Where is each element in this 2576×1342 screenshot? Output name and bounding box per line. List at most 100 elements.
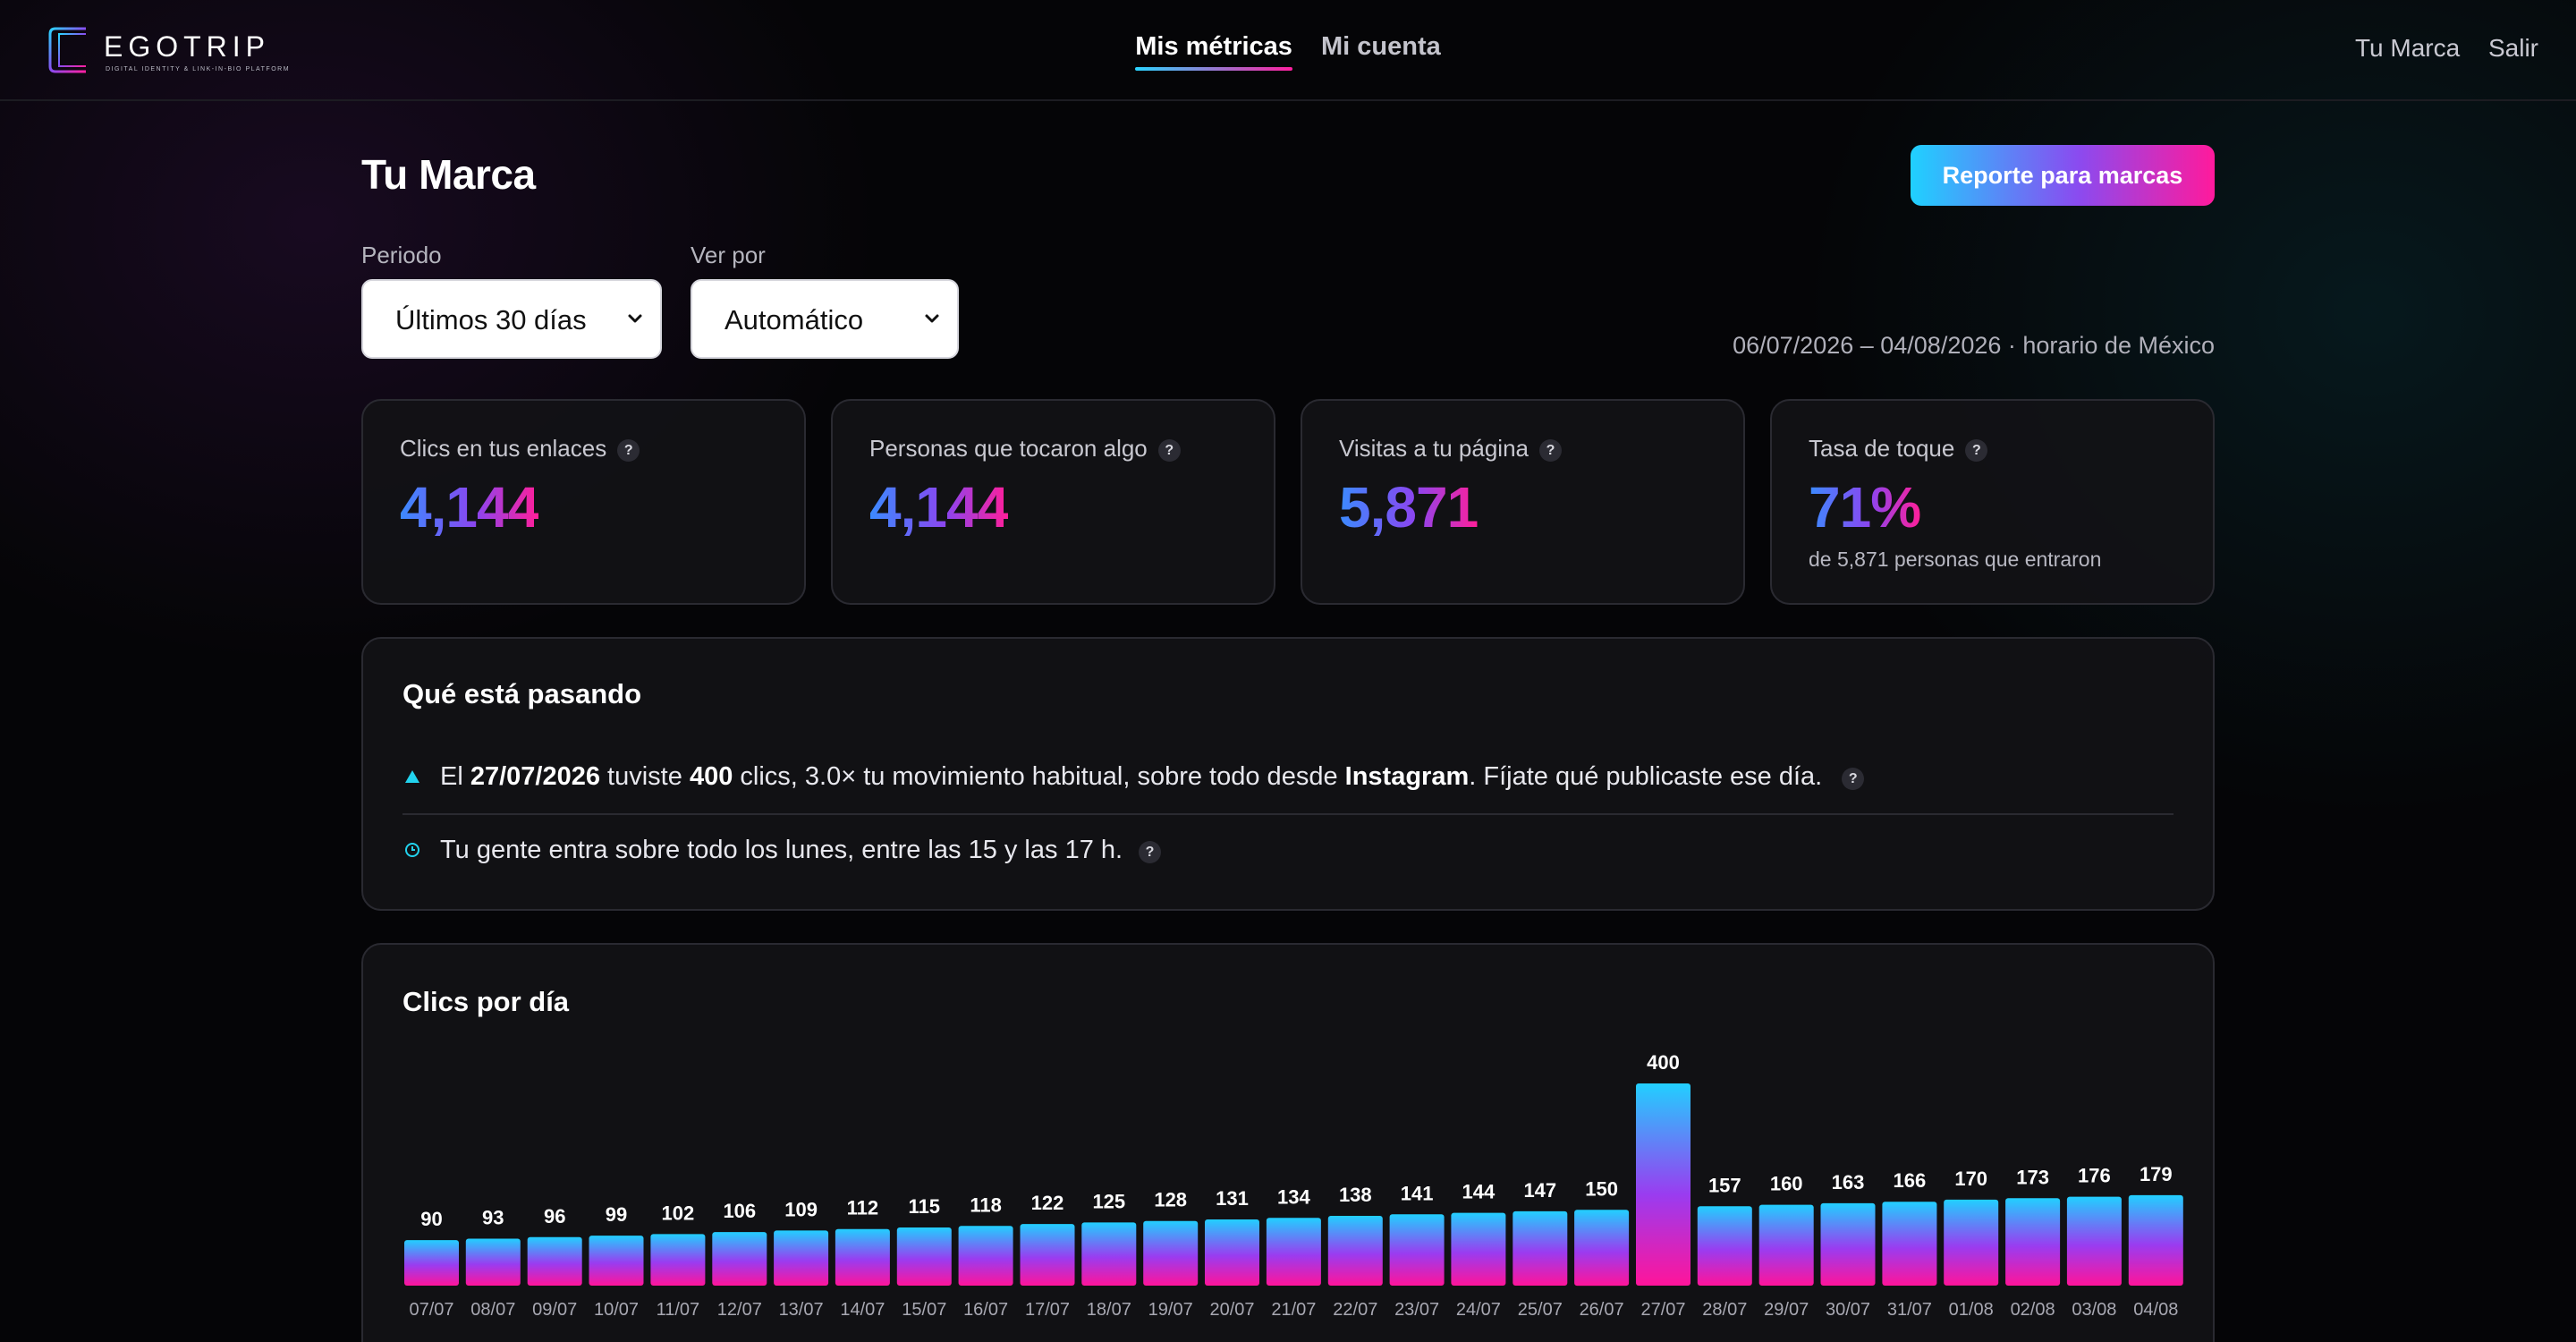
bar-value-label: 400 xyxy=(1647,1051,1680,1074)
divider xyxy=(402,813,2174,815)
logout-link[interactable]: Salir xyxy=(2487,34,2538,62)
bar-15/07[interactable] xyxy=(896,1227,952,1286)
bar-26/07[interactable] xyxy=(1574,1210,1630,1287)
bar-value-label: 150 xyxy=(1585,1177,1618,1200)
x-tick-label: 09/07 xyxy=(532,1300,577,1320)
kpi-label: Tasa de toque xyxy=(1809,435,1955,462)
bar-value-label: 160 xyxy=(1770,1173,1803,1195)
kpi-card-page-visits: Visitas a tu página? 5,871 xyxy=(1301,399,1745,605)
bar-value-label: 115 xyxy=(909,1195,941,1218)
view-select-value: Automático xyxy=(724,304,864,336)
date-range-text: 06/07/2026 – 04/08/2026 · horario de Méx… xyxy=(1733,332,2215,359)
bar-value-label: 99 xyxy=(606,1203,627,1226)
bar-14/07[interactable] xyxy=(835,1228,890,1286)
bar-24/07[interactable] xyxy=(1451,1212,1506,1286)
bar-22/07[interactable] xyxy=(1327,1216,1383,1286)
bar-value-label: 166 xyxy=(1894,1169,1927,1192)
x-tick-label: 07/07 xyxy=(409,1300,453,1320)
nav-tab-account[interactable]: Mi cuenta xyxy=(1321,32,1441,61)
bar-04/08[interactable] xyxy=(2128,1194,2183,1286)
bar-value-label: 138 xyxy=(1339,1184,1372,1206)
nav-tab-metrics[interactable]: Mis métricas xyxy=(1135,32,1292,71)
bar-07/07[interactable] xyxy=(404,1240,459,1286)
bar-20/07[interactable] xyxy=(1205,1219,1259,1286)
kpi-label: Clics en tus enlaces xyxy=(400,435,607,462)
bar-value-label: 141 xyxy=(1401,1182,1434,1204)
top-navbar: EGOTRIP DIGITAL IDENTITY & LINK-IN-BIO P… xyxy=(0,0,2576,101)
x-tick-label: 12/07 xyxy=(717,1300,762,1320)
period-select-value: Últimos 30 días xyxy=(395,304,587,336)
bar-17/07[interactable] xyxy=(1020,1224,1075,1286)
insights-title: Qué está pasando xyxy=(402,678,642,709)
bar-18/07[interactable] xyxy=(1081,1222,1137,1286)
bar-value-label: 170 xyxy=(1954,1168,1987,1190)
x-tick-label: 15/07 xyxy=(902,1300,946,1320)
bar-value-label: 106 xyxy=(723,1200,756,1222)
nav-brand-link[interactable]: Tu Marca xyxy=(2354,34,2461,62)
bar-30/07[interactable] xyxy=(1820,1202,1876,1286)
bar-01/08[interactable] xyxy=(1944,1199,1999,1286)
insight-spike: El 27/07/2026 tuviste 400 clics, 3.0× tu… xyxy=(402,762,2174,792)
kpi-label: Personas que tocaron algo xyxy=(869,435,1148,462)
bar-23/07[interactable] xyxy=(1389,1214,1445,1286)
bar-13/07[interactable] xyxy=(774,1230,829,1286)
bar-value-label: 131 xyxy=(1216,1187,1249,1210)
bar-29/07[interactable] xyxy=(1758,1204,1814,1286)
bar-27/07[interactable] xyxy=(1636,1083,1690,1286)
x-tick-label: 19/07 xyxy=(1148,1300,1193,1320)
kpi-card-tap-rate: Tasa de toque? 71% de 5,871 personas que… xyxy=(1770,399,2215,605)
bar-value-label: 147 xyxy=(1523,1179,1556,1202)
view-select[interactable]: Automático xyxy=(691,279,959,359)
bar-08/07[interactable] xyxy=(465,1238,521,1287)
kpi-value: 4,144 xyxy=(869,475,1009,539)
x-tick-label: 21/07 xyxy=(1271,1300,1316,1320)
bar-02/08[interactable] xyxy=(2005,1198,2061,1286)
main-nav: Mis métricas Mi cuenta xyxy=(0,32,2576,77)
bar-25/07[interactable] xyxy=(1513,1210,1568,1286)
help-icon[interactable]: ? xyxy=(1539,439,1562,462)
bar-12/07[interactable] xyxy=(712,1232,767,1286)
bar-09/07[interactable] xyxy=(527,1236,582,1286)
help-icon[interactable]: ? xyxy=(1157,439,1181,462)
x-tick-label: 03/08 xyxy=(2072,1300,2116,1320)
x-tick-label: 01/08 xyxy=(1949,1300,1994,1320)
period-select[interactable]: Últimos 30 días xyxy=(361,279,662,359)
bar-21/07[interactable] xyxy=(1266,1218,1321,1286)
bar-03/08[interactable] xyxy=(2066,1196,2122,1286)
help-icon[interactable]: ? xyxy=(1139,841,1162,863)
x-tick-label: 23/07 xyxy=(1394,1300,1439,1320)
x-tick-label: 22/07 xyxy=(1333,1300,1377,1320)
kpi-value: 5,871 xyxy=(1339,475,1479,539)
x-tick-label: 13/07 xyxy=(779,1300,824,1320)
x-tick-label: 16/07 xyxy=(963,1300,1008,1320)
bar-value-label: 122 xyxy=(1031,1192,1064,1214)
bar-value-label: 93 xyxy=(482,1207,504,1229)
clicks-bar-chart: 90 07/07 93 08/07 96 09/07 99 10/07 102 11/07 106 1… xyxy=(404,1051,2183,1320)
x-tick-label: 28/07 xyxy=(1702,1300,1747,1320)
x-tick-label: 25/07 xyxy=(1518,1300,1563,1320)
bar-value-label: 176 xyxy=(2078,1165,2111,1187)
help-icon[interactable]: ? xyxy=(617,439,640,462)
help-icon[interactable]: ? xyxy=(1965,439,1988,462)
period-label: Periodo xyxy=(361,242,442,268)
x-tick-label: 20/07 xyxy=(1209,1300,1254,1320)
x-tick-label: 14/07 xyxy=(840,1300,885,1320)
bar-11/07[interactable] xyxy=(650,1234,706,1286)
spike-date: 27/07/2026 xyxy=(470,762,600,791)
chart-title: Clics por día xyxy=(402,986,570,1017)
bar-28/07[interactable] xyxy=(1697,1206,1752,1286)
brand-report-button[interactable]: Reporte para marcas xyxy=(1911,145,2215,206)
spike-source: Instagram xyxy=(1344,762,1470,791)
bar-19/07[interactable] xyxy=(1143,1220,1199,1286)
bar-31/07[interactable] xyxy=(1882,1202,1937,1286)
x-tick-label: 31/07 xyxy=(1887,1300,1932,1320)
brand-logo[interactable]: EGOTRIP DIGITAL IDENTITY & LINK-IN-BIO P… xyxy=(47,25,289,75)
x-tick-label: 29/07 xyxy=(1764,1300,1809,1320)
bar-10/07[interactable] xyxy=(589,1236,644,1286)
bar-value-label: 125 xyxy=(1092,1190,1125,1212)
bar-value-label: 90 xyxy=(420,1208,442,1230)
x-tick-label: 10/07 xyxy=(594,1300,639,1320)
x-tick-label: 04/08 xyxy=(2133,1300,2178,1320)
help-icon[interactable]: ? xyxy=(1842,768,1865,790)
bar-16/07[interactable] xyxy=(958,1226,1013,1286)
